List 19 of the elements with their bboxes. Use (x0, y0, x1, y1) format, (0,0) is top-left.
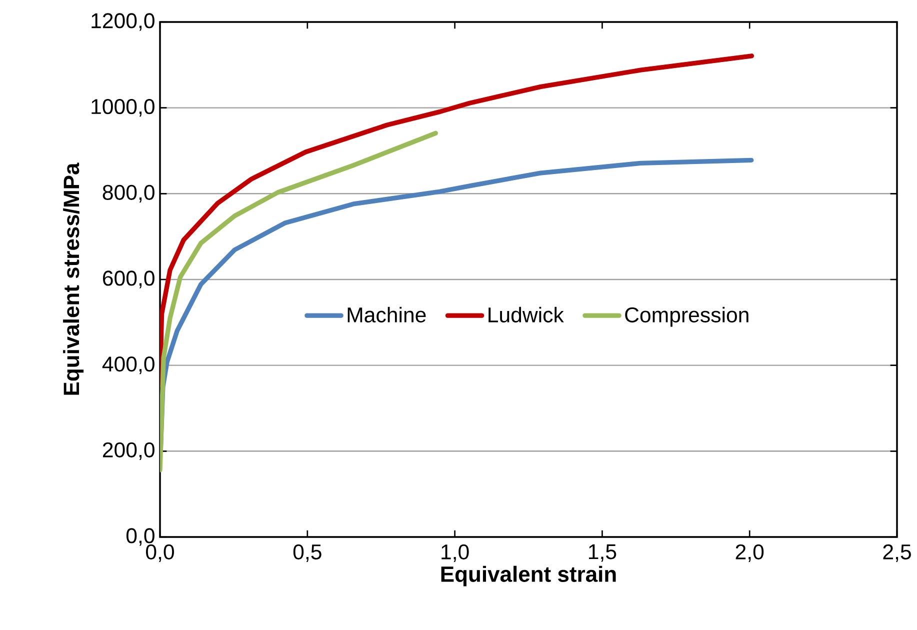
x-tick-label: 2,0 (736, 544, 764, 562)
x-tick-label: 1,5 (589, 544, 616, 562)
x-tick-label: 2,5 (883, 544, 911, 562)
x-tick-label: 0,0 (146, 544, 174, 562)
x-axis-title: Equivalent strain (441, 566, 616, 586)
line-series (160, 130, 438, 472)
y-tick-label: 400,0 (102, 356, 154, 374)
x-tick-label: 0,5 (293, 544, 322, 562)
y-tick-label: 1200,0 (92, 13, 154, 31)
y-tick-label: 200,0 (102, 442, 154, 460)
legend-label: Compression (625, 306, 748, 327)
y-tick-label: 800,0 (102, 184, 154, 202)
legend-label: Ludwick (488, 306, 564, 322)
legend-label: Machine (348, 306, 426, 322)
y-tick-label: 600,0 (102, 270, 154, 288)
y-tick-label: 1000,0 (92, 99, 154, 117)
y-tick-label: 0,0 (126, 528, 154, 546)
x-tick-label: 1,0 (442, 544, 469, 562)
y-axis-title: Equivalent stress/MPa (63, 162, 84, 395)
